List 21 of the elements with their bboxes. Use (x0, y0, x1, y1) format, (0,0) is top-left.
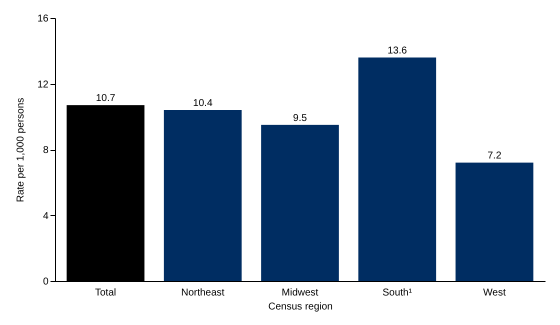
x-tick-label: Midwest (282, 288, 319, 298)
x-tick-label: South¹ (382, 288, 413, 298)
data-label: 10.4 (193, 98, 213, 110)
x-tick-label: West (483, 288, 506, 298)
bar (456, 162, 534, 281)
x-axis-title: Census region (268, 302, 333, 312)
data-label: 9.5 (293, 112, 308, 124)
bar (164, 110, 242, 281)
data-label: 13.6 (387, 45, 408, 56)
y-tick-label: 12 (37, 79, 49, 90)
x-tick-label: Northeast (181, 288, 225, 298)
y-tick-label: 8 (42, 145, 49, 156)
y-tick-label: 0 (42, 276, 49, 288)
bar (261, 124, 339, 281)
y-tick-label: 16 (37, 14, 49, 24)
y-axis-title: Rate per 1,000 persons (15, 98, 26, 202)
bar (358, 57, 436, 281)
data-label: 7.2 (487, 150, 502, 162)
y-tick-label: 4 (42, 210, 49, 222)
data-label: 10.7 (96, 93, 116, 104)
x-tick-label: Total (94, 288, 116, 298)
